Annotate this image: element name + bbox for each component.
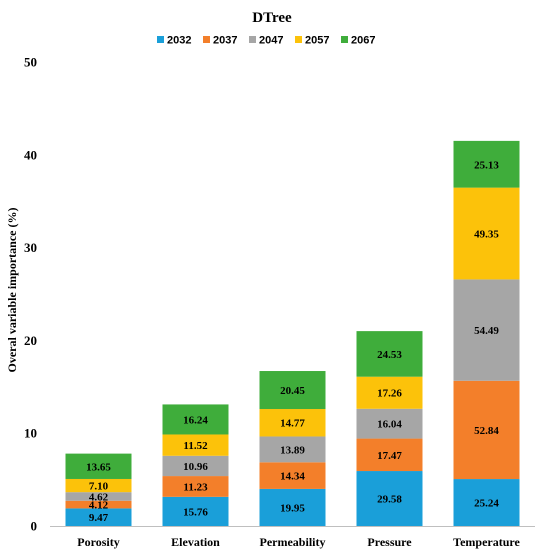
data-label-pressure-2067: 24.53 — [377, 349, 402, 361]
bar-segment-permeability-2067 — [259, 371, 326, 410]
legend-swatch-2032 — [157, 36, 164, 43]
x-axis-ticks: Porosity Elevation Permeability Pressure Tem… — [77, 535, 520, 549]
data-label-permeability-2032: 19.95 — [280, 502, 305, 514]
y-tick-label: 0 — [31, 519, 38, 534]
data-label-pressure-2047: 16.04 — [377, 419, 402, 431]
bar-segment-elevation-2067 — [162, 404, 229, 435]
data-label-pressure-2057: 17.26 — [377, 388, 402, 400]
bars: 9.474.124.627.10 13.65 15.76 11.23 10.96 11.5… — [65, 140, 520, 526]
bar-segment-pressure-2057 — [356, 376, 423, 409]
legend-swatch-2037 — [203, 36, 210, 43]
data-label-permeability-2047: 13.89 — [280, 444, 305, 456]
legend-label-2057: 2057 — [305, 35, 329, 47]
data-label-porosity-2067: 13.65 — [86, 461, 111, 473]
legend-label-2037: 2037 — [213, 35, 237, 47]
bar-segment-elevation-2037 — [162, 476, 229, 497]
bar-segment-temperature-2032 — [453, 479, 520, 526]
bar-segment-pressure-2067 — [356, 331, 423, 377]
x-tick-label-permeability: Permeability — [260, 535, 326, 549]
y-axis-label: Overal variable importance (%) — [5, 208, 19, 373]
bar-segment-elevation-2057 — [162, 434, 229, 456]
data-label-porosity-2057: 7.10 — [89, 481, 109, 493]
bar-segment-pressure-2037 — [356, 438, 423, 472]
x-tick-label-elevation: Elevation — [171, 535, 220, 549]
bar-segment-temperature-2037 — [453, 380, 520, 480]
data-label-porosity-2047: 4.62 — [89, 491, 109, 503]
legend-label-2032: 2032 — [167, 35, 191, 47]
data-label-permeability-2037: 14.34 — [280, 471, 305, 483]
data-label-temperature-2057: 49.35 — [474, 229, 499, 241]
bar-segment-temperature-2047 — [453, 279, 520, 381]
bar-segment-permeability-2057 — [259, 409, 326, 437]
data-label-elevation-2047: 10.96 — [183, 461, 208, 473]
data-label-temperature-2047: 54.49 — [474, 325, 499, 337]
bar-segment-porosity-2047 — [65, 492, 132, 501]
legend-swatch-2057 — [295, 36, 302, 43]
data-label-temperature-2067: 25.13 — [474, 159, 499, 171]
bar-segment-porosity-2032 — [65, 508, 132, 526]
legend-swatch-2067 — [341, 36, 348, 43]
bar-segment-temperature-2057 — [453, 187, 520, 280]
y-tick-label: 20 — [24, 333, 37, 348]
bar-segment-elevation-2047 — [162, 455, 229, 477]
data-label-elevation-2067: 16.24 — [183, 414, 208, 426]
y-tick-label: 30 — [24, 240, 37, 255]
data-label-elevation-2057: 11.52 — [183, 440, 208, 452]
y-axis-ticks: 0 10 20 30 40 50 — [24, 55, 37, 534]
data-label-elevation-2032: 15.76 — [183, 506, 208, 518]
y-tick-label: 50 — [24, 55, 37, 70]
bar-segment-pressure-2032 — [356, 471, 423, 526]
data-label-porosity-2032: 9.47 — [89, 512, 109, 524]
bar-segment-permeability-2047 — [259, 436, 326, 463]
data-label-temperature-2032: 25.24 — [474, 498, 499, 510]
data-label-permeability-2067: 20.45 — [280, 385, 305, 397]
bar-segment-permeability-2032 — [259, 488, 326, 526]
x-tick-label-temperature: Temperature — [453, 535, 520, 549]
data-label-pressure-2032: 29.58 — [377, 494, 402, 506]
y-tick-label: 10 — [24, 426, 37, 441]
x-tick-label-porosity: Porosity — [77, 535, 119, 549]
legend-swatch-2047 — [249, 36, 256, 43]
data-label-elevation-2037: 11.23 — [183, 481, 208, 493]
legend-label-2067: 2067 — [351, 35, 375, 47]
data-label-permeability-2057: 14.77 — [280, 418, 305, 430]
chart-title: DTree — [252, 10, 292, 26]
bar-segment-elevation-2032 — [162, 496, 229, 526]
legend: 2032 2037 2047 2057 2067 — [157, 35, 375, 47]
data-label-pressure-2037: 17.47 — [377, 450, 402, 462]
x-tick-label-pressure: Pressure — [367, 535, 412, 549]
bar-segment-porosity-2057 — [65, 478, 132, 493]
data-label-temperature-2037: 52.84 — [474, 425, 499, 437]
legend-label-2047: 2047 — [259, 35, 283, 47]
bar-segment-porosity-2067 — [65, 453, 132, 479]
data-label-porosity-2037: 4.12 — [89, 500, 109, 512]
bar-segment-porosity-2037 — [65, 500, 132, 509]
y-tick-label: 40 — [24, 147, 37, 162]
bar-segment-pressure-2047 — [356, 408, 423, 439]
bar-segment-temperature-2067 — [453, 140, 520, 188]
bar-segment-permeability-2037 — [259, 462, 326, 489]
